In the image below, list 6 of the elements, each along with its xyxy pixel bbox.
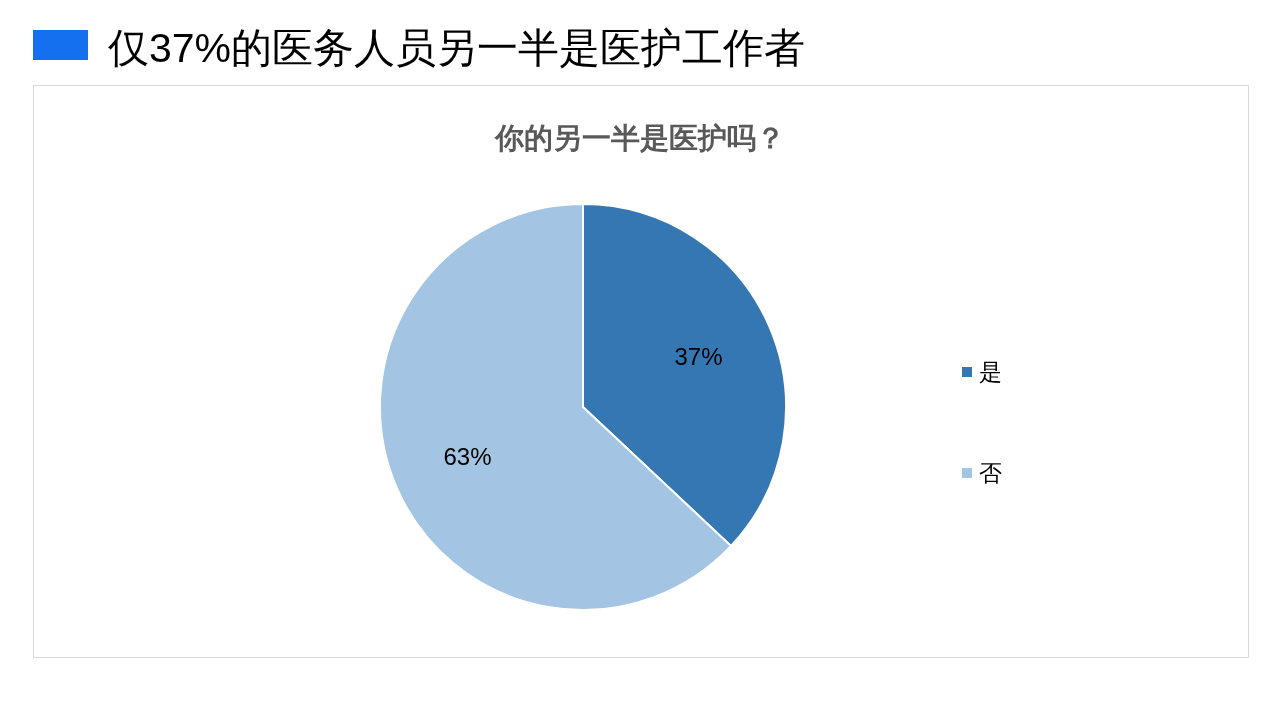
chart-title: 仅37%的医务人员另一半是医护工作者 bbox=[108, 25, 806, 71]
legend-label: 否 bbox=[979, 460, 1002, 486]
legend-label: 是 bbox=[979, 359, 1002, 385]
data-label: 37% bbox=[674, 343, 723, 371]
chart-subtitle: 你的另一半是医护吗？ bbox=[493, 122, 785, 154]
data-label: 63% bbox=[443, 442, 492, 470]
